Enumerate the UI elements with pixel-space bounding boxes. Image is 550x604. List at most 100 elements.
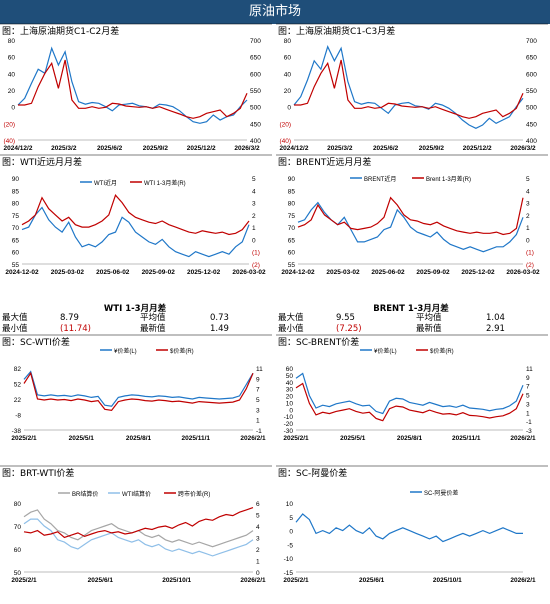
panel7-xtick: 2025/2/1 bbox=[11, 577, 37, 584]
panel5-title: 图：SC-WTI价差 bbox=[2, 336, 70, 348]
panel5-ytick-right: 11 bbox=[256, 366, 263, 373]
panel6-legend-label: $价差(R) bbox=[430, 347, 454, 355]
panel8-ytick-left: 5 bbox=[289, 515, 293, 522]
panel1-ytick-left: 40 bbox=[8, 71, 16, 78]
panel7-ytick-right: 4 bbox=[256, 524, 260, 531]
panel7-ytick-right: 6 bbox=[256, 501, 260, 508]
panel4-ytick-right: (2) bbox=[526, 262, 534, 269]
panel7-ytick-right: 2 bbox=[256, 547, 260, 554]
panel8-title: 图：SC-阿曼价差 bbox=[278, 467, 347, 479]
panel3-ytick-left: 55 bbox=[12, 262, 20, 269]
panel6-ytick-right: 3 bbox=[526, 401, 530, 408]
panel7-ytick-right: 3 bbox=[256, 536, 260, 543]
panel6-ytick-left: 50 bbox=[286, 373, 294, 380]
panel2-title: 图：上海原油期货C1-C3月差 bbox=[278, 25, 395, 37]
panel3-xtick: 2025-06-02 bbox=[96, 269, 130, 276]
panel2-ytick-right: 450 bbox=[526, 121, 537, 128]
panel1-xtick: 2025/12/2 bbox=[187, 145, 216, 152]
panel5-ytick-right: 3 bbox=[256, 407, 260, 414]
panel2-xtick: 2024/12/2 bbox=[280, 145, 309, 152]
panel3-legend-label: WTI近月 bbox=[94, 179, 117, 187]
panel3-ytick-right: 2 bbox=[252, 213, 256, 220]
panel4-ytick-left: 55 bbox=[288, 262, 296, 269]
panel4-ytick-right: 4 bbox=[526, 188, 530, 195]
stats-cell: 1.49 bbox=[210, 324, 229, 334]
panel6-series-0 bbox=[295, 372, 524, 415]
panel2-ytick-left: (40) bbox=[279, 138, 291, 145]
stats-row: 最大值 8.79 平均值 0.73 bbox=[0, 313, 270, 324]
panel5-series-0 bbox=[23, 370, 254, 407]
panel8-ytick-left: -15 bbox=[284, 570, 294, 577]
panel6-ytick-left: -30 bbox=[284, 428, 294, 435]
panel2-xtick: 2026/3/2 bbox=[510, 145, 536, 152]
panel4-panel: 图：BRENT近远月月差9085807570656055543210(1)(2)… bbox=[276, 154, 548, 276]
panel2-xtick: 2025/6/2 bbox=[373, 145, 399, 152]
stats-cell: 平均值 bbox=[140, 313, 166, 323]
panel2-series-0 bbox=[293, 45, 524, 129]
panel7-ytick-right: 0 bbox=[256, 570, 260, 577]
panel4-ytick-left: 80 bbox=[288, 201, 296, 208]
panel3-ytick-left: 65 bbox=[12, 237, 20, 244]
panel3-legend-label: WTI 1-3月差(R) bbox=[144, 179, 186, 187]
stats-cell: 最大值 bbox=[2, 313, 28, 323]
panel4-series-0 bbox=[297, 201, 524, 253]
panel1-series-1 bbox=[18, 59, 248, 119]
panel7-series-2 bbox=[23, 507, 254, 539]
panel3-xtick: 2025-09-02 bbox=[142, 269, 176, 276]
panel3-ytick-left: 80 bbox=[12, 201, 20, 208]
panel7-title: 图：BRT-WTI价差 bbox=[2, 467, 74, 479]
panel2-ytick-right: 600 bbox=[526, 71, 537, 78]
panel2-ytick-right: 400 bbox=[526, 138, 537, 145]
panel4-xtick: 2024-12-02 bbox=[281, 269, 315, 276]
panel4-ytick-right: (1) bbox=[526, 250, 534, 257]
panel6-ytick-right: 1 bbox=[526, 410, 530, 417]
panel8-ytick-left: -10 bbox=[284, 556, 294, 563]
panel6-ytick-left: 60 bbox=[286, 366, 294, 373]
panel6-ytick-left: 0 bbox=[289, 407, 293, 414]
panel6-ytick-right: -1 bbox=[526, 419, 532, 426]
panel8-xtick: 2025/2/1 bbox=[283, 577, 309, 584]
panel1-ytick-right: 600 bbox=[250, 71, 261, 78]
panel5-ytick-left: 52 bbox=[14, 382, 22, 389]
panel1-ytick-right: 550 bbox=[250, 88, 261, 95]
panel8-ytick-left: 10 bbox=[286, 501, 294, 508]
panel1-ytick-right: 700 bbox=[250, 38, 261, 45]
panel1-xtick: 2024/12/2 bbox=[4, 145, 33, 152]
panel4-xtick: 2025-03-02 bbox=[326, 269, 360, 276]
panel6-ytick-right: 5 bbox=[526, 393, 530, 400]
panel6-xtick: 2025/2/1 bbox=[283, 435, 309, 442]
panel2-ytick-right: 500 bbox=[526, 105, 537, 112]
panel6-series-1 bbox=[295, 382, 524, 422]
panel8-ytick-left: 0 bbox=[289, 529, 293, 536]
stats-cell: 最小值 bbox=[278, 324, 304, 334]
brent-stats-table: BRENT 1-3月月差 最大值 9.55 平均值 1.04 最小值 (7.25) 最新值 2.… bbox=[276, 302, 546, 334]
panel5-ytick-right: 5 bbox=[256, 397, 260, 404]
panel6-title: 图：SC-BRENT价差 bbox=[278, 336, 359, 348]
panel6-ytick-right: 11 bbox=[526, 366, 533, 373]
panel4-xtick: 2025-06-02 bbox=[371, 269, 405, 276]
stats-cell: 最新值 bbox=[416, 324, 442, 334]
stats-cell: (11.74) bbox=[60, 324, 91, 334]
panel4-ytick-left: 85 bbox=[288, 188, 296, 195]
panel3-xtick: 2025-12-02 bbox=[187, 269, 221, 276]
panel3-ytick-left: 70 bbox=[12, 225, 20, 232]
panel7-legend-label: BR结算价 bbox=[72, 490, 98, 498]
panel4-ytick-right: 2 bbox=[526, 213, 530, 220]
stats-cell: 9.55 bbox=[336, 313, 355, 323]
stats-cell: 最小值 bbox=[2, 324, 28, 334]
stats-cell: (7.25) bbox=[336, 324, 362, 334]
panel2-xtick: 2025/12/2 bbox=[463, 145, 492, 152]
panel2-series-1 bbox=[294, 59, 524, 119]
panel4-ytick-right: 3 bbox=[526, 201, 530, 208]
panel7-series-0 bbox=[23, 509, 254, 548]
stats-title: BRENT 1-3月月差 bbox=[373, 304, 449, 314]
panel4-series-1 bbox=[297, 196, 524, 236]
panel4-xtick: 2025-09-02 bbox=[416, 269, 450, 276]
panel6-xtick: 2026/2/1 bbox=[510, 435, 536, 442]
panel4-xtick: 2025-12-02 bbox=[461, 269, 495, 276]
